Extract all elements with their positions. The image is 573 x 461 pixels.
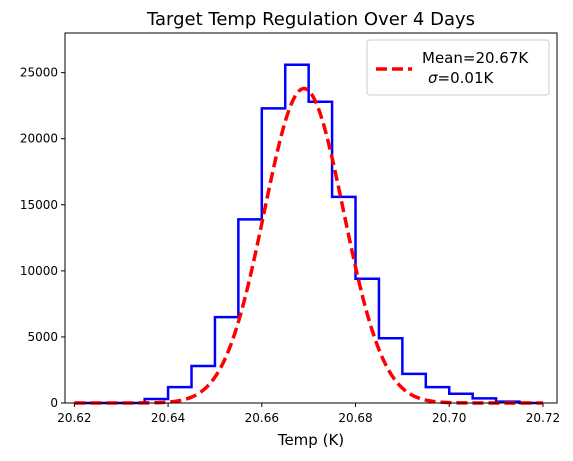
legend-box (366, 39, 550, 96)
x-tick-label: 20.70 (432, 411, 466, 425)
x-axis-label: Temp (K) (277, 431, 344, 449)
y-tick-label: 0 (50, 396, 58, 410)
gaussian-fit-line (74, 86, 543, 405)
y-tick-label: 5000 (27, 330, 58, 344)
y-tick-label: 20000 (20, 132, 58, 146)
chart-title: Target Temp Regulation Over 4 Days (146, 9, 475, 30)
y-axis-ticks: 0 5000 10000 15000 20000 25000 (20, 66, 65, 410)
y-tick-label: 10000 (20, 264, 58, 278)
histogram-step-line (74, 63, 543, 405)
legend-label-sigma: σ=0.01K (428, 69, 494, 87)
legend-label-mean: Mean=20.67K (422, 49, 529, 67)
x-tick-label: 20.64 (151, 411, 185, 425)
x-tick-label: 20.62 (57, 411, 91, 425)
plot-frame (64, 32, 558, 404)
sigma-value: =0.01K (438, 69, 495, 87)
y-tick-label: 15000 (20, 198, 58, 212)
x-tick-label: 20.68 (338, 411, 372, 425)
legend: Mean=20.67K σ=0.01K (366, 39, 550, 96)
x-axis-ticks: 20.62 20.64 20.66 20.68 20.70 20.72 (57, 403, 560, 425)
sigma-symbol: σ (428, 69, 438, 87)
plot-area (74, 63, 543, 405)
x-tick-label: 20.66 (245, 411, 279, 425)
x-tick-label: 20.72 (526, 411, 560, 425)
y-tick-label: 25000 (20, 66, 58, 80)
